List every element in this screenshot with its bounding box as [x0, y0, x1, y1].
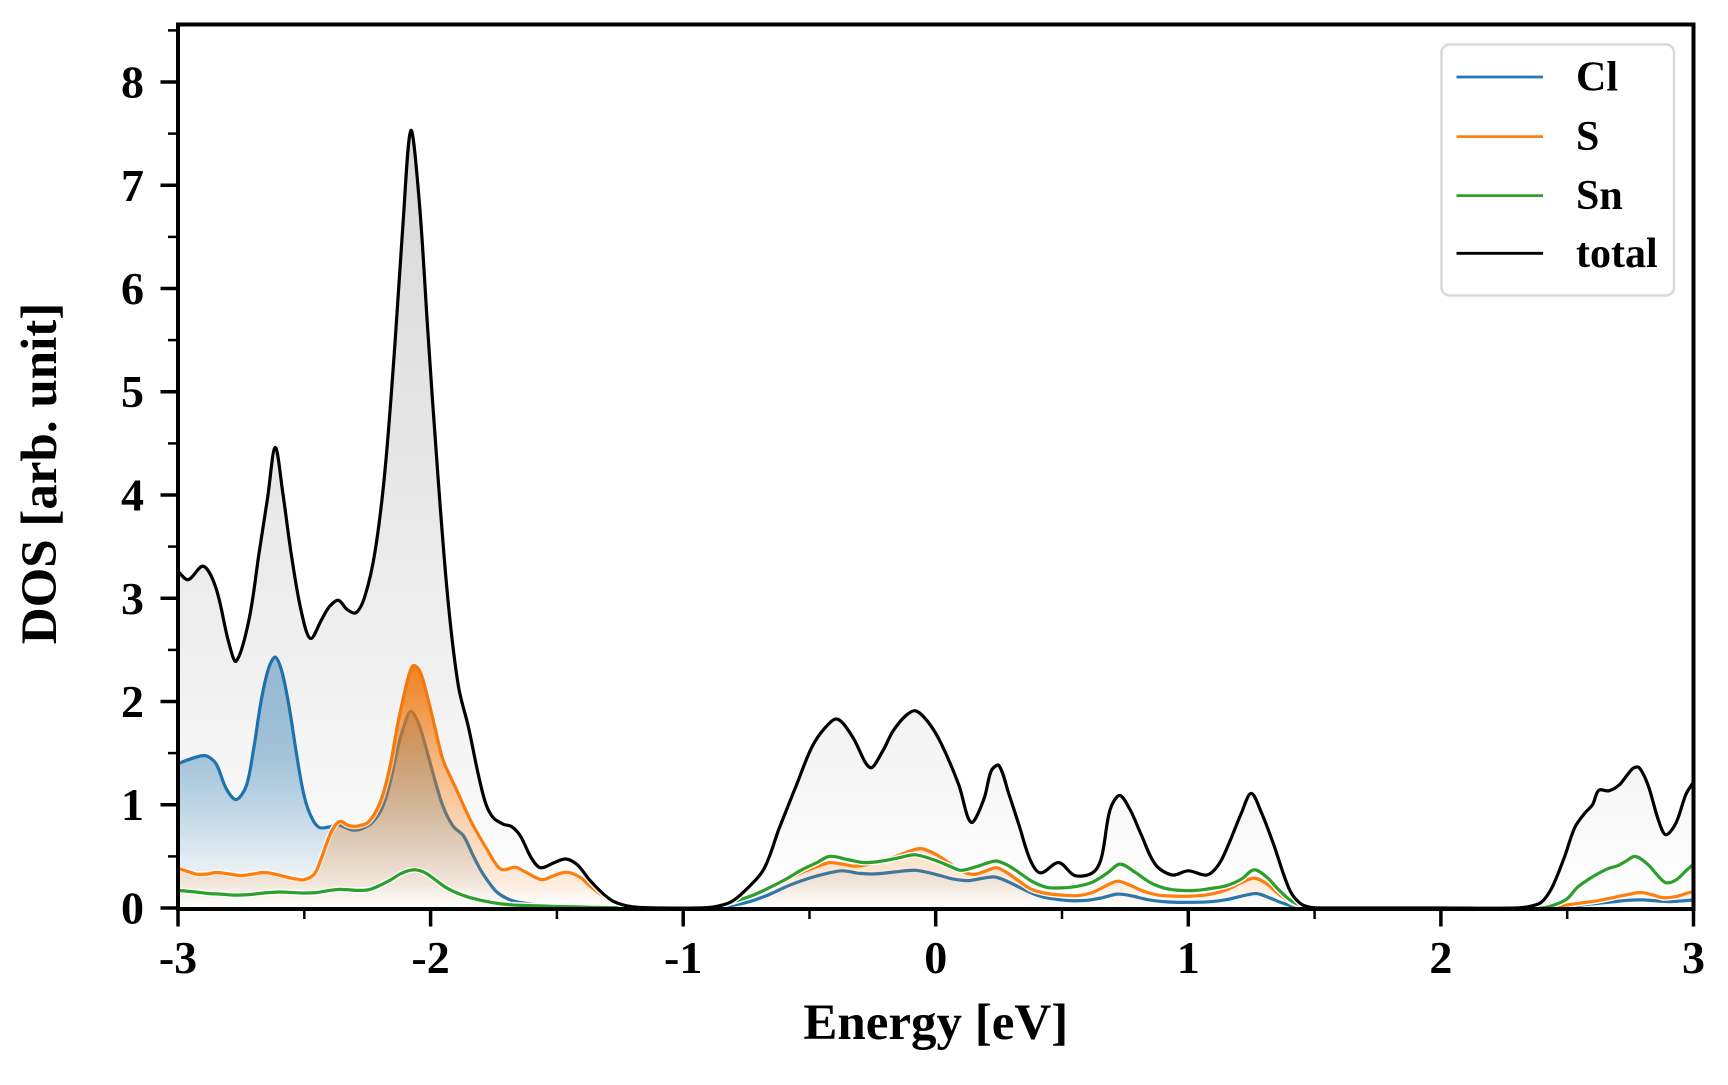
svg-text:8: 8 [121, 57, 144, 108]
svg-text:-1: -1 [664, 932, 702, 983]
svg-text:S: S [1576, 114, 1599, 160]
svg-text:0: 0 [121, 883, 144, 934]
svg-text:total: total [1576, 231, 1658, 277]
svg-text:5: 5 [121, 366, 144, 417]
svg-text:2: 2 [1429, 932, 1452, 983]
svg-text:Sn: Sn [1576, 173, 1623, 219]
svg-text:6: 6 [121, 263, 144, 314]
svg-text:3: 3 [121, 573, 144, 624]
svg-text:4: 4 [121, 470, 144, 521]
svg-text:Cl: Cl [1576, 55, 1618, 101]
svg-text:-2: -2 [411, 932, 449, 983]
svg-text:DOS [arb. unit]: DOS [arb. unit] [12, 303, 68, 644]
svg-text:3: 3 [1682, 932, 1705, 983]
svg-text:1: 1 [121, 779, 144, 830]
svg-text:0: 0 [924, 932, 947, 983]
svg-text:1: 1 [1177, 932, 1200, 983]
svg-text:2: 2 [121, 676, 144, 727]
svg-text:7: 7 [121, 160, 144, 211]
svg-text:Energy [eV]: Energy [eV] [803, 995, 1068, 1051]
svg-text:-3: -3 [159, 932, 197, 983]
